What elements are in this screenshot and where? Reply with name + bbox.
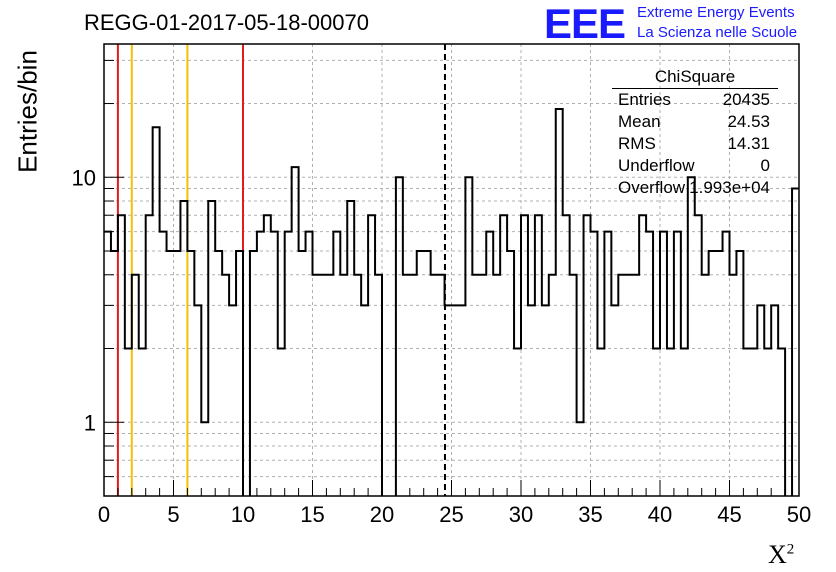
stats-key: Entries <box>618 90 671 109</box>
stats-title: ChiSquare <box>612 66 778 89</box>
stats-row-overflow: Overflow 1.993e+04 <box>612 177 778 199</box>
brand-line-1: Extreme Energy Events <box>637 4 795 21</box>
axis-ticks <box>103 59 800 496</box>
x-axis-label: X2 <box>768 540 795 569</box>
eee-logo: EEE <box>544 0 626 47</box>
histogram-series <box>104 107 799 496</box>
x-tick-label: 5 <box>167 502 179 527</box>
x-tick-label: 20 <box>370 502 394 527</box>
x-tick-label: 35 <box>578 502 602 527</box>
x-tick-label: 40 <box>648 502 672 527</box>
run-title: REGG-01-2017-05-18-00070 <box>84 10 369 35</box>
stats-value: 24.53 <box>727 112 770 131</box>
stats-value: 1.993e+04 <box>689 178 770 197</box>
stats-row-rms: RMS 14.31 <box>612 133 778 155</box>
x-tick-label: 45 <box>717 502 741 527</box>
stats-row-underflow: Underflow 0 <box>612 155 778 177</box>
x-tick-label: 50 <box>787 502 811 527</box>
x-tick-label: 0 <box>98 502 110 527</box>
tick-labels: 0 5 10 15 20 25 30 35 40 45 50 1 10 <box>72 165 812 527</box>
y-tick-label: 10 <box>72 165 96 190</box>
stats-key: RMS <box>618 134 656 153</box>
x-tick-label: 30 <box>509 502 533 527</box>
stats-row-entries: Entries 20435 <box>612 89 778 111</box>
stats-key: Mean <box>618 112 661 131</box>
stats-box: ChiSquare Entries 20435 Mean 24.53 RMS 1… <box>612 66 778 199</box>
stats-value: 14.31 <box>727 134 770 153</box>
x-tick-label: 25 <box>439 502 463 527</box>
grid-lines <box>104 44 799 496</box>
stats-key: Underflow <box>618 156 695 175</box>
stats-key: Overflow <box>618 178 686 197</box>
stats-value: 0 <box>760 156 770 175</box>
x-tick-label: 15 <box>300 502 324 527</box>
y-tick-label: 1 <box>84 410 96 435</box>
stats-value: 20435 <box>722 90 770 109</box>
y-axis-label: Entries/bin <box>12 50 43 173</box>
brand-line-2: La Scienza nelle Scuole <box>637 24 798 41</box>
stats-row-mean: Mean 24.53 <box>612 111 778 133</box>
x-tick-label: 10 <box>231 502 255 527</box>
